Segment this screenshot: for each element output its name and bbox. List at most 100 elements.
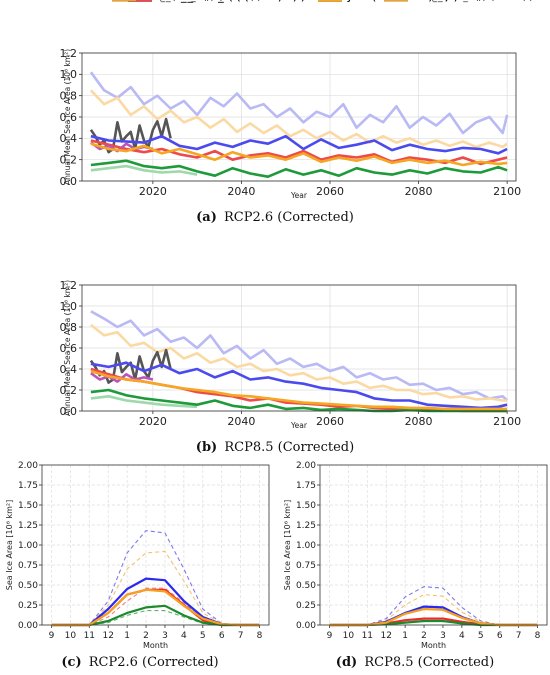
xlabel-d: Month bbox=[421, 641, 446, 650]
caption-b-text: RCP8.5 (Corrected) bbox=[224, 440, 354, 455]
ytick-label-c-2: 0.50 bbox=[18, 581, 38, 591]
panel-c-rcp26-seasonal: 0.000.250.500.751.001.251.501.752.009 10 1… bbox=[5, 0, 270, 650]
xtick-label-c-10: 7 bbox=[238, 631, 244, 641]
series-b-mri-uncorrected bbox=[90, 323, 508, 402]
xtick-label-c-2: 11 bbox=[84, 631, 95, 641]
ytick-label-a-3: 0.6 bbox=[60, 111, 78, 124]
xtick-label-d-8: 5 bbox=[478, 631, 484, 641]
xtick-label-a-0: 2020 bbox=[139, 185, 167, 198]
ytick-label-a-1: 0.2 bbox=[60, 154, 78, 167]
ytick-label-c-6: 1.50 bbox=[18, 501, 38, 511]
ytick-label-d-4: 1.00 bbox=[296, 541, 316, 551]
xtick-label-c-11: 8 bbox=[257, 631, 263, 641]
panel-a-rcp26-annual: 0.0 0.2 0.4 0.6 0.8 1.0 1.2 2020 2040 2060 2080 210… bbox=[60, 0, 521, 200]
legend-label-d-mri-corrected: MRI(Corrected) bbox=[414, 0, 482, 3]
ytick-label-b-6: 1.2 bbox=[60, 279, 78, 292]
caption-d: (d) RCP8.5 (Corrected) bbox=[336, 655, 494, 670]
legend-label-b-mri-corrected: MRI (corrected) bbox=[348, 0, 433, 3]
ytick-label-d-7: 1.75 bbox=[296, 481, 316, 491]
series-a-miroc-corrected bbox=[90, 159, 508, 178]
ylabel-a: Annual Mean Sea Ice Area (10⁶ km²) bbox=[63, 49, 72, 185]
series-a-gfdl-esm2m-corrected bbox=[90, 134, 508, 155]
ytick-label-c-1: 0.25 bbox=[18, 601, 38, 611]
legend-label-c-ipsl-cm5a-mr-corrected: IPSL_CM5A_MR(Corrected) bbox=[142, 0, 261, 3]
xtick-label-a-1: 2040 bbox=[227, 185, 255, 198]
caption-c-text: RCP2.6 (Corrected) bbox=[89, 655, 219, 670]
xtick-label-b-3: 2080 bbox=[405, 415, 433, 428]
xtick-label-d-6: 3 bbox=[440, 631, 446, 641]
xtick-label-d-5: 2 bbox=[421, 631, 427, 641]
series-b-gfdl-esm2m-corrected bbox=[90, 361, 508, 410]
xtick-label-c-9: 6 bbox=[219, 631, 225, 641]
xtick-label-a-2: 2060 bbox=[316, 185, 344, 198]
legend-a: Observation (Satellite)GFDL_ESM2M (corre… bbox=[128, 0, 458, 3]
caption-c: (c) RCP2.6 (Corrected) bbox=[61, 655, 218, 670]
legend-label-c-mri-corrected: MRI(Corrected) bbox=[142, 0, 210, 3]
xtick-label-b-2: 2060 bbox=[316, 415, 344, 428]
xtick-label-c-1: 10 bbox=[65, 631, 77, 641]
caption-a-letter: (a) bbox=[196, 210, 217, 225]
ytick-label-a-0: 0.0 bbox=[60, 175, 78, 188]
series-a-ipsl-cm5a-mr-corrected bbox=[90, 139, 508, 166]
xtick-label-c-0: 9 bbox=[49, 631, 55, 641]
ytick-label-a-5: 1.0 bbox=[60, 68, 78, 81]
series-b-observation-satellite bbox=[89, 348, 172, 384]
plot-frame-d bbox=[319, 464, 548, 626]
legend-label-c-gfdl-esm2m-corrected: GFDL_ESM2M(Corrected) bbox=[142, 0, 254, 3]
ytick-label-c-3: 0.75 bbox=[18, 561, 38, 571]
ytick-label-c-8: 2.00 bbox=[18, 461, 38, 471]
series-a-mri-uncorrected bbox=[89, 89, 508, 149]
caption-d-letter: (d) bbox=[336, 655, 357, 670]
caption-a-text: RCP2.6 (Corrected) bbox=[224, 210, 354, 225]
ylabel-d: Sea Ice Area [10⁶ km²] bbox=[283, 500, 292, 590]
xlabel-c: Month bbox=[143, 641, 168, 650]
ylabel-c: Sea Ice Area [10⁶ km²] bbox=[5, 500, 14, 590]
series-a-gfdl-esm2m-uncorrected bbox=[89, 71, 509, 135]
legend-label-b-miroc-corrected: MIROC (corrected) bbox=[348, 0, 449, 3]
legend-label-b-observation-satellite: Observation (Satellite) bbox=[158, 0, 282, 3]
legend-label-b-ipsl-cm5a-mr-corrected: IPSL_CM5A_MR (corrected) bbox=[158, 0, 305, 3]
xtick-label-c-7: 4 bbox=[181, 631, 187, 641]
xtick-label-b-0: 2020 bbox=[139, 415, 167, 428]
legend-label-a-gfdl-esm2m-corrected: GFDL_ESM2M (corrected) bbox=[158, 0, 297, 3]
plot-frame-b bbox=[81, 284, 517, 412]
xtick-label-d-9: 6 bbox=[497, 631, 503, 641]
series-b-gfdl-esm2m-uncorrected bbox=[90, 310, 508, 402]
xtick-label-d-11: 8 bbox=[535, 631, 541, 641]
xtick-label-d-1: 10 bbox=[343, 631, 355, 641]
caption-d-text: RCP8.5 (Corrected) bbox=[364, 655, 494, 670]
xtick-label-d-7: 4 bbox=[459, 631, 465, 641]
ytick-label-b-1: 0.2 bbox=[60, 384, 78, 397]
ytick-label-b-2: 0.4 bbox=[60, 363, 78, 376]
ytick-label-a-2: 0.4 bbox=[60, 132, 78, 145]
legend-label-a-observation-satellite: Observation (Satellite) bbox=[158, 0, 282, 3]
panel-d-rcp85-seasonal: 0.00 0.25 0.50 0.75 1.00 1.25 1.50 1.75 2.00 9 10 1… bbox=[283, 0, 548, 650]
caption-a: (a) RCP2.6 (Corrected) bbox=[196, 210, 354, 225]
ytick-label-d-0: 0.00 bbox=[296, 621, 316, 631]
xtick-label-d-4: 1 bbox=[402, 631, 408, 641]
ytick-label-d-8: 2.00 bbox=[296, 461, 316, 471]
legend-label-d-miroc-corrected: MIROC(Corrected) bbox=[414, 0, 495, 3]
ylabel-b: Annual Mean Sea Ice Area (10⁶ km²) bbox=[63, 280, 72, 416]
xtick-label-c-6: 3 bbox=[162, 631, 168, 641]
legend-label-c-miroc-corrected: MIROC(Corrected) bbox=[142, 0, 223, 3]
legend-label-a-jra55do-corrected: JRA55do (corrected) bbox=[347, 0, 458, 3]
xlabel-a: Year bbox=[290, 191, 308, 200]
legend-label-a-mri-corrected: MRI (corrected) bbox=[348, 0, 433, 3]
ytick-label-c-5: 1.25 bbox=[18, 521, 38, 531]
ytick-label-d-3: 0.75 bbox=[296, 561, 316, 571]
legend-label-d-gfdl-esm2m-corrected: GFDL_ESM2M(Corrected) bbox=[414, 0, 526, 3]
ytick-label-a-4: 0.8 bbox=[60, 90, 78, 103]
xtick-label-a-3: 2080 bbox=[405, 185, 433, 198]
legend-d: GFDL_ESM2M(Corrected)IPSL_CM5A_MR(Correc… bbox=[384, 0, 533, 3]
series-a-miroc-uncorrected bbox=[90, 164, 198, 176]
ytick-label-a-6: 1.2 bbox=[60, 47, 78, 60]
xtick-label-d-2: 11 bbox=[362, 631, 373, 641]
ytick-label-b-0: 0.0 bbox=[60, 405, 78, 418]
caption-c-letter: (c) bbox=[61, 655, 81, 670]
xtick-label-a-4: 2100 bbox=[493, 185, 521, 198]
legend-label-a-ipsl-cm5a-mr-corrected: IPSL_CM5A_MR (corrected) bbox=[158, 0, 305, 3]
plot-frame-c bbox=[41, 464, 270, 626]
xtick-label-c-8: 5 bbox=[200, 631, 206, 641]
legend-label-a-miroc-corrected: MIROC (corrected) bbox=[348, 0, 449, 3]
